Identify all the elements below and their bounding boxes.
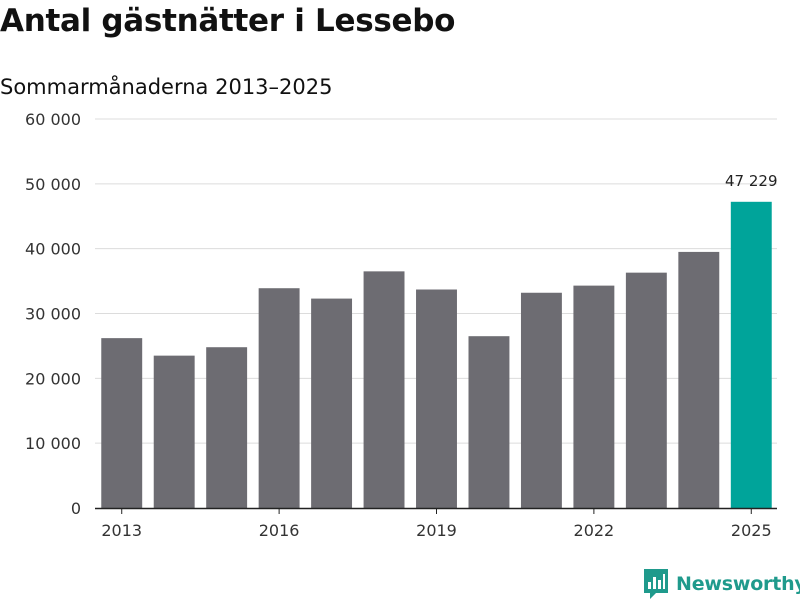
newsworthy-logo-icon [644, 569, 668, 599]
bar-2022 [573, 285, 615, 508]
y-tick-label: 30 000 [25, 305, 81, 324]
y-tick-label: 0 [71, 499, 81, 518]
chart-subtitle: Sommarmånaderna 2013–2025 [0, 75, 333, 99]
y-tick-label: 50 000 [25, 175, 81, 194]
y-tick-label: 60 000 [25, 110, 81, 129]
bar-2024 [678, 251, 720, 509]
x-tick-label: 2022 [574, 521, 615, 540]
bar-2020 [468, 336, 510, 508]
y-tick-label: 10 000 [25, 434, 81, 453]
bar-2015 [206, 347, 248, 508]
bar-2014 [153, 355, 195, 508]
x-tick-label: 2019 [416, 521, 457, 540]
chart-title: Antal gästnätter i Lessebo [0, 3, 456, 39]
y-tick-label: 40 000 [25, 240, 81, 259]
x-tick-label: 2025 [731, 521, 772, 540]
bar-2013 [101, 338, 143, 508]
bar-2016 [258, 288, 300, 508]
bar-2021 [520, 292, 562, 508]
brand-name: Newsworthy [676, 573, 800, 595]
bar-2018 [363, 271, 405, 508]
bar-2017 [311, 298, 353, 508]
bar-2023 [625, 272, 667, 508]
bar-2019 [416, 289, 457, 508]
x-tick-label: 2013 [101, 521, 142, 540]
y-tick-label: 20 000 [25, 369, 81, 388]
x-tick-label: 2016 [259, 521, 300, 540]
bar-2025 [730, 201, 772, 508]
data-label: 47 229 [725, 172, 778, 190]
brand-logo: Newsworthy [644, 568, 800, 600]
